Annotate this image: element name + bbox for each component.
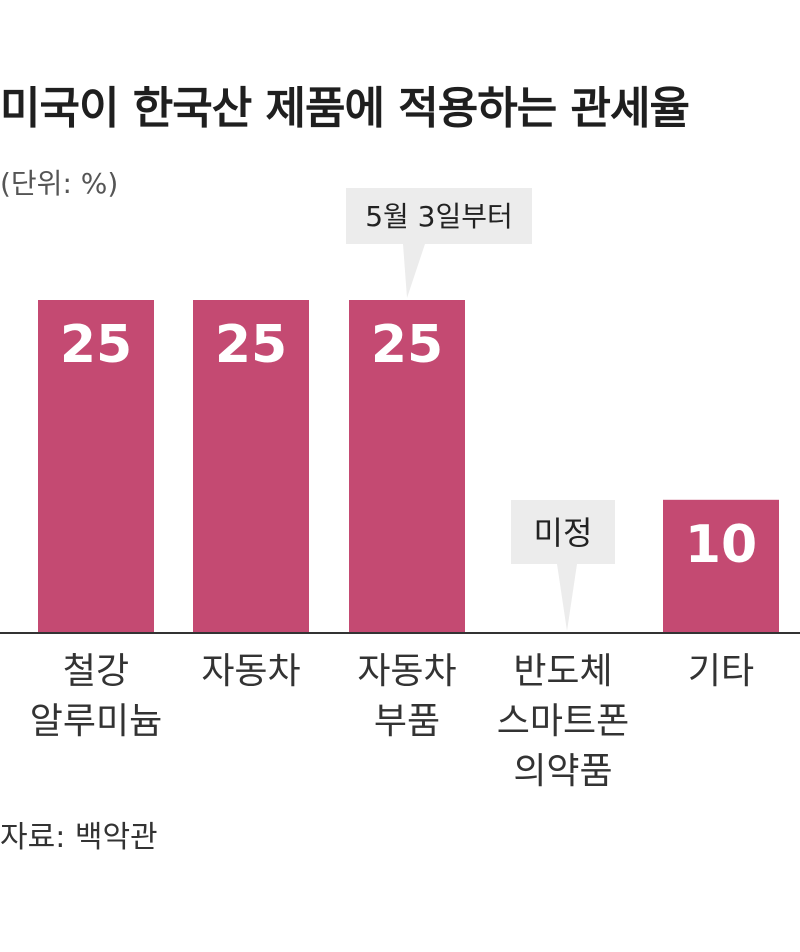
category-label-4-0: 기타 bbox=[688, 651, 754, 692]
bar-2 bbox=[349, 300, 465, 633]
callout-pointer-0 bbox=[403, 244, 425, 298]
category-label-3-2: 의약품 bbox=[513, 751, 612, 792]
bars-layer: 25 25 25 10 bbox=[38, 300, 779, 633]
category-label-3-0: 반도체 bbox=[513, 651, 612, 692]
category-label-0-1: 알루미늄 bbox=[30, 701, 162, 742]
callout-box-0 bbox=[346, 188, 532, 244]
callout-text-0: 5월 3일부터 bbox=[365, 200, 513, 233]
category-label-2-1: 부품 bbox=[374, 701, 440, 742]
category-label-3-1: 스마트폰 bbox=[497, 701, 629, 742]
category-label-1-0: 자동차 bbox=[201, 651, 300, 692]
bar-4 bbox=[663, 499, 779, 633]
bar-value-label-4: 10 bbox=[685, 515, 757, 575]
unit-label: (단위: %) bbox=[0, 167, 119, 200]
source-note: 자료: 백악관 bbox=[0, 820, 158, 855]
callout-pointer-1 bbox=[557, 564, 577, 631]
category-label-2-0: 자동차 bbox=[357, 651, 456, 692]
callout-box-1 bbox=[511, 500, 615, 564]
callout-text-1: 미정 bbox=[534, 514, 593, 552]
bar-value-label-1: 25 bbox=[215, 315, 287, 375]
bar-value-label-2: 25 bbox=[371, 315, 443, 375]
bar-value-label-0: 25 bbox=[60, 315, 132, 375]
chart-title: 미국이 한국산 제품에 적용하는 관세율 bbox=[0, 83, 690, 134]
bar-1 bbox=[193, 300, 309, 633]
bar-0 bbox=[38, 300, 154, 633]
category-label-0-0: 철강 bbox=[63, 651, 129, 692]
